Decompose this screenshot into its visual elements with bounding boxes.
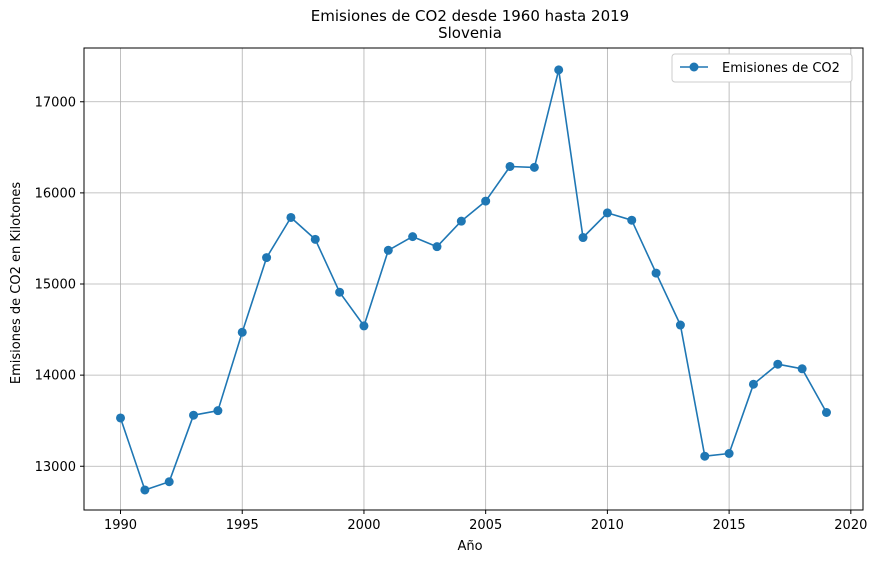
data-point: [213, 406, 223, 416]
y-axis-label: Emisiones de CO2 en Kilotones: [9, 182, 24, 384]
data-point: [262, 253, 272, 263]
grid-lines: [84, 48, 863, 510]
data-point: [529, 162, 539, 172]
data-point: [310, 234, 320, 244]
y-tick-label: 14000: [35, 369, 76, 384]
data-point: [481, 196, 491, 206]
series-layer: [116, 65, 831, 495]
y-tick-label: 16000: [35, 186, 76, 201]
data-point: [335, 287, 345, 297]
data-point: [383, 245, 393, 255]
data-point: [724, 449, 734, 459]
data-point: [651, 268, 661, 278]
legend-label: Emisiones de CO2: [722, 61, 840, 76]
data-point: [116, 413, 126, 423]
data-point: [821, 407, 831, 417]
data-point: [286, 212, 296, 222]
x-axis-ticks: 1990 1995 2000 2005 2010 2015 2020: [104, 510, 867, 533]
y-tick-label: 17000: [35, 95, 76, 110]
data-point: [456, 216, 466, 226]
x-tick-label: 2010: [591, 518, 624, 533]
chart-title: Emisiones de CO2 desde 1960 hasta 2019: [311, 7, 629, 25]
x-tick-label: 2000: [347, 518, 380, 533]
x-tick-label: 2005: [469, 518, 502, 533]
data-point: [797, 364, 807, 374]
data-point: [505, 161, 515, 171]
y-axis-ticks: 13000 14000 15000 16000 17000: [35, 95, 84, 475]
data-point: [189, 410, 199, 420]
x-tick-label: 1995: [226, 518, 259, 533]
plot-area-frame: [83, 47, 864, 511]
data-point: [140, 485, 150, 495]
data-point: [237, 327, 247, 337]
data-point: [748, 379, 758, 389]
data-point: [627, 215, 637, 225]
data-point: [578, 233, 588, 243]
data-point: [602, 208, 612, 218]
data-point: [554, 65, 564, 75]
x-axis-label: Año: [457, 539, 482, 554]
legend: Emisiones de CO2: [671, 53, 853, 83]
legend-marker: [689, 62, 699, 72]
data-point: [359, 321, 369, 331]
data-point: [408, 232, 418, 242]
x-tick-label: 1990: [104, 518, 137, 533]
data-point: [773, 359, 783, 369]
chart-subtitle: Slovenia: [438, 24, 502, 42]
data-point: [675, 320, 685, 330]
x-tick-label: 2015: [713, 518, 746, 533]
y-tick-label: 15000: [35, 278, 76, 293]
y-tick-label: 13000: [35, 460, 76, 475]
legend-box: [671, 53, 853, 83]
data-point: [164, 477, 174, 487]
x-tick-label: 2020: [834, 518, 867, 533]
data-point: [432, 242, 442, 252]
data-point: [700, 451, 710, 461]
